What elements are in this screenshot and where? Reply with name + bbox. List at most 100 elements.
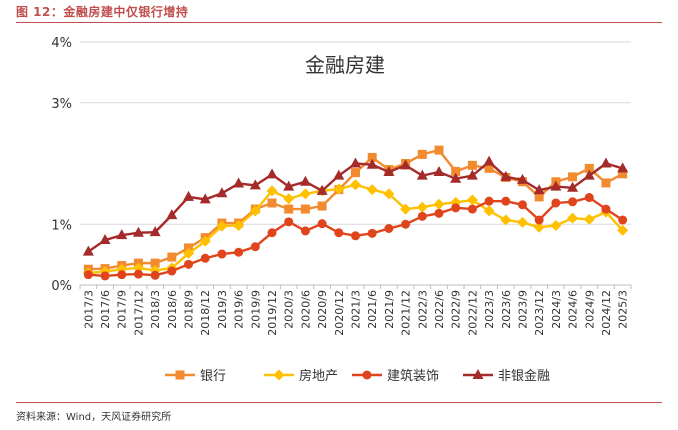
marker-circle [551, 198, 561, 208]
x-tick-label: 2022/3 [416, 290, 429, 329]
marker-triangle [516, 173, 528, 184]
marker-diamond [583, 213, 595, 225]
marker-triangle [416, 169, 428, 180]
marker-square [601, 178, 611, 188]
marker-circle [234, 247, 244, 257]
marker-circle [568, 197, 578, 207]
x-tick-label: 2019/3 [216, 290, 229, 329]
marker-square [317, 201, 327, 211]
marker-diamond [333, 183, 345, 195]
source-note: 资料来源：Wind，天风证券研究所 [16, 412, 172, 423]
marker-triangle [617, 162, 629, 173]
marker-diamond [433, 198, 445, 210]
marker-circle [83, 270, 93, 280]
y-tick-label: 4% [51, 36, 72, 51]
marker-circle [217, 249, 227, 259]
marker-diamond [266, 185, 278, 197]
marker-triangle [600, 157, 612, 168]
legend-label: 银行 [200, 369, 226, 384]
bottom-rule [16, 402, 662, 403]
x-tick-label: 2021/9 [383, 290, 396, 329]
marker-circle [417, 211, 427, 221]
x-tick-label: 2017/6 [99, 290, 112, 329]
marker-square [367, 152, 377, 162]
x-axis: 2017/3 2017/6 2017/9 2017/12 2018/3 2018/6 201… [79, 284, 632, 336]
marker-triangle [472, 369, 484, 379]
marker-square [284, 204, 294, 214]
marker-diamond [533, 221, 545, 233]
legend-label: 非银金融 [498, 368, 550, 384]
x-tick-label: 2021/12 [400, 290, 413, 336]
marker-diamond [366, 184, 378, 196]
marker-diamond [299, 188, 311, 200]
marker-circle [250, 242, 260, 252]
legend-label: 房地产 [299, 368, 338, 384]
marker-triangle [199, 193, 211, 204]
legend-item: 建筑装饰 [352, 368, 439, 384]
marker-triangle [216, 187, 228, 198]
series-diamond [82, 179, 629, 279]
x-tick-label: 2023/12 [533, 290, 546, 336]
marker-circle [351, 231, 360, 241]
marker-triangle [500, 170, 512, 181]
marker-triangle [333, 169, 345, 180]
marker-circle [334, 228, 344, 238]
marker-triangle [350, 157, 361, 168]
marker-triangle [82, 245, 94, 256]
marker-circle [517, 200, 527, 210]
marker-triangle [299, 175, 311, 186]
x-tick-label: 2024/9 [583, 290, 596, 329]
marker-triangle [400, 159, 412, 170]
x-tick-label: 2021/6 [366, 290, 379, 329]
series-triangle [82, 155, 629, 256]
marker-triangle [166, 209, 178, 220]
marker-square [175, 370, 185, 380]
x-tick-label: 2019/6 [233, 290, 246, 329]
marker-square [167, 252, 177, 262]
marker-circle [167, 266, 177, 276]
marker-circle [367, 228, 377, 238]
marker-triangle [149, 226, 161, 237]
marker-diamond [500, 214, 512, 226]
x-tick-label: 2018/6 [166, 290, 179, 329]
x-tick-label: 2017/3 [82, 290, 95, 329]
x-tick-label: 2022/6 [433, 290, 446, 329]
y-tick-label: 0% [51, 279, 72, 294]
marker-circle [284, 217, 294, 227]
marker-triangle [383, 166, 395, 177]
marker-triangle [466, 169, 478, 180]
marker-square [434, 145, 444, 155]
marker-circle [467, 204, 477, 214]
marker-circle [117, 270, 127, 280]
x-tick-label: 2023/6 [500, 290, 513, 329]
x-tick-label: 2024/6 [567, 290, 580, 329]
x-tick-label: 2024/3 [550, 290, 563, 329]
marker-circle [317, 219, 327, 229]
chart-title: 金融房建 [305, 53, 385, 77]
marker-diamond [183, 247, 195, 259]
marker-triangle [483, 155, 495, 166]
marker-diamond [249, 205, 261, 217]
marker-square [300, 204, 310, 214]
x-tick-label: 2017/12 [132, 290, 145, 336]
marker-circle [184, 259, 194, 269]
marker-square [467, 160, 477, 170]
x-tick-label: 2022/9 [450, 290, 463, 329]
legend-item: 房地产 [264, 368, 338, 384]
marker-diamond [383, 188, 395, 200]
x-tick-label: 2022/12 [466, 290, 479, 336]
x-tick-label: 2021/3 [350, 290, 363, 329]
x-tick-label: 2020/3 [283, 290, 296, 329]
x-tick-label: 2020/6 [299, 290, 312, 329]
marker-square [417, 149, 427, 159]
top-rule [16, 22, 662, 23]
marker-circle [434, 208, 444, 218]
marker-diamond [466, 194, 478, 206]
legend-item: 银行 [165, 369, 226, 384]
marker-square [618, 169, 628, 179]
marker-square [568, 172, 578, 182]
marker-square [351, 168, 360, 178]
marker-circle [150, 270, 160, 280]
marker-triangle [116, 229, 128, 240]
marker-circle [601, 204, 611, 214]
